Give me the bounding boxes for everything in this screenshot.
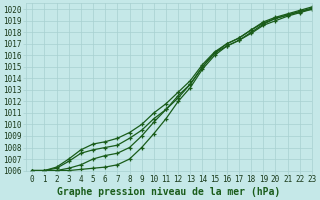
X-axis label: Graphe pression niveau de la mer (hPa): Graphe pression niveau de la mer (hPa): [57, 186, 281, 197]
